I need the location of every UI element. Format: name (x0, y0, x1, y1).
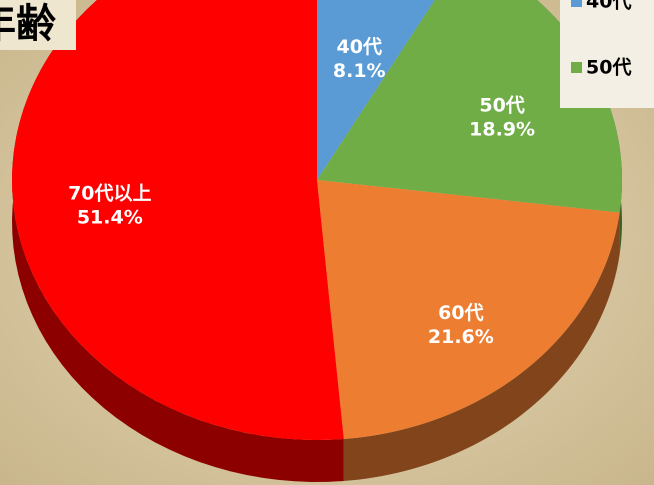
pie-slice (317, 180, 620, 439)
slice-category-label: 70代以上 (68, 182, 151, 204)
slice-value-label: 8.1% (333, 60, 386, 82)
slice-category-label: 50代 (479, 95, 524, 117)
pie-side (12, 0, 344, 482)
slice-value-label: 21.6% (428, 326, 494, 348)
legend: 40代 50代 (571, 0, 631, 79)
pie-slice (317, 0, 622, 213)
slice-value-label: 18.9% (469, 119, 535, 141)
slice-category-label: 60代 (438, 302, 483, 324)
legend-swatch (571, 0, 582, 7)
pie-slice (317, 0, 435, 180)
legend-label: 50代 (586, 57, 631, 79)
slice-category-label: 40代 (337, 36, 382, 58)
chart-title: 年齢 (0, 1, 56, 47)
legend-box (560, 0, 654, 108)
legend-swatch (571, 62, 582, 73)
slice-value-label: 51.4% (77, 206, 143, 228)
pie-side (343, 212, 620, 481)
legend-label: 40代 (586, 0, 631, 13)
title-box (0, 0, 76, 50)
pie-slice (12, 0, 344, 440)
